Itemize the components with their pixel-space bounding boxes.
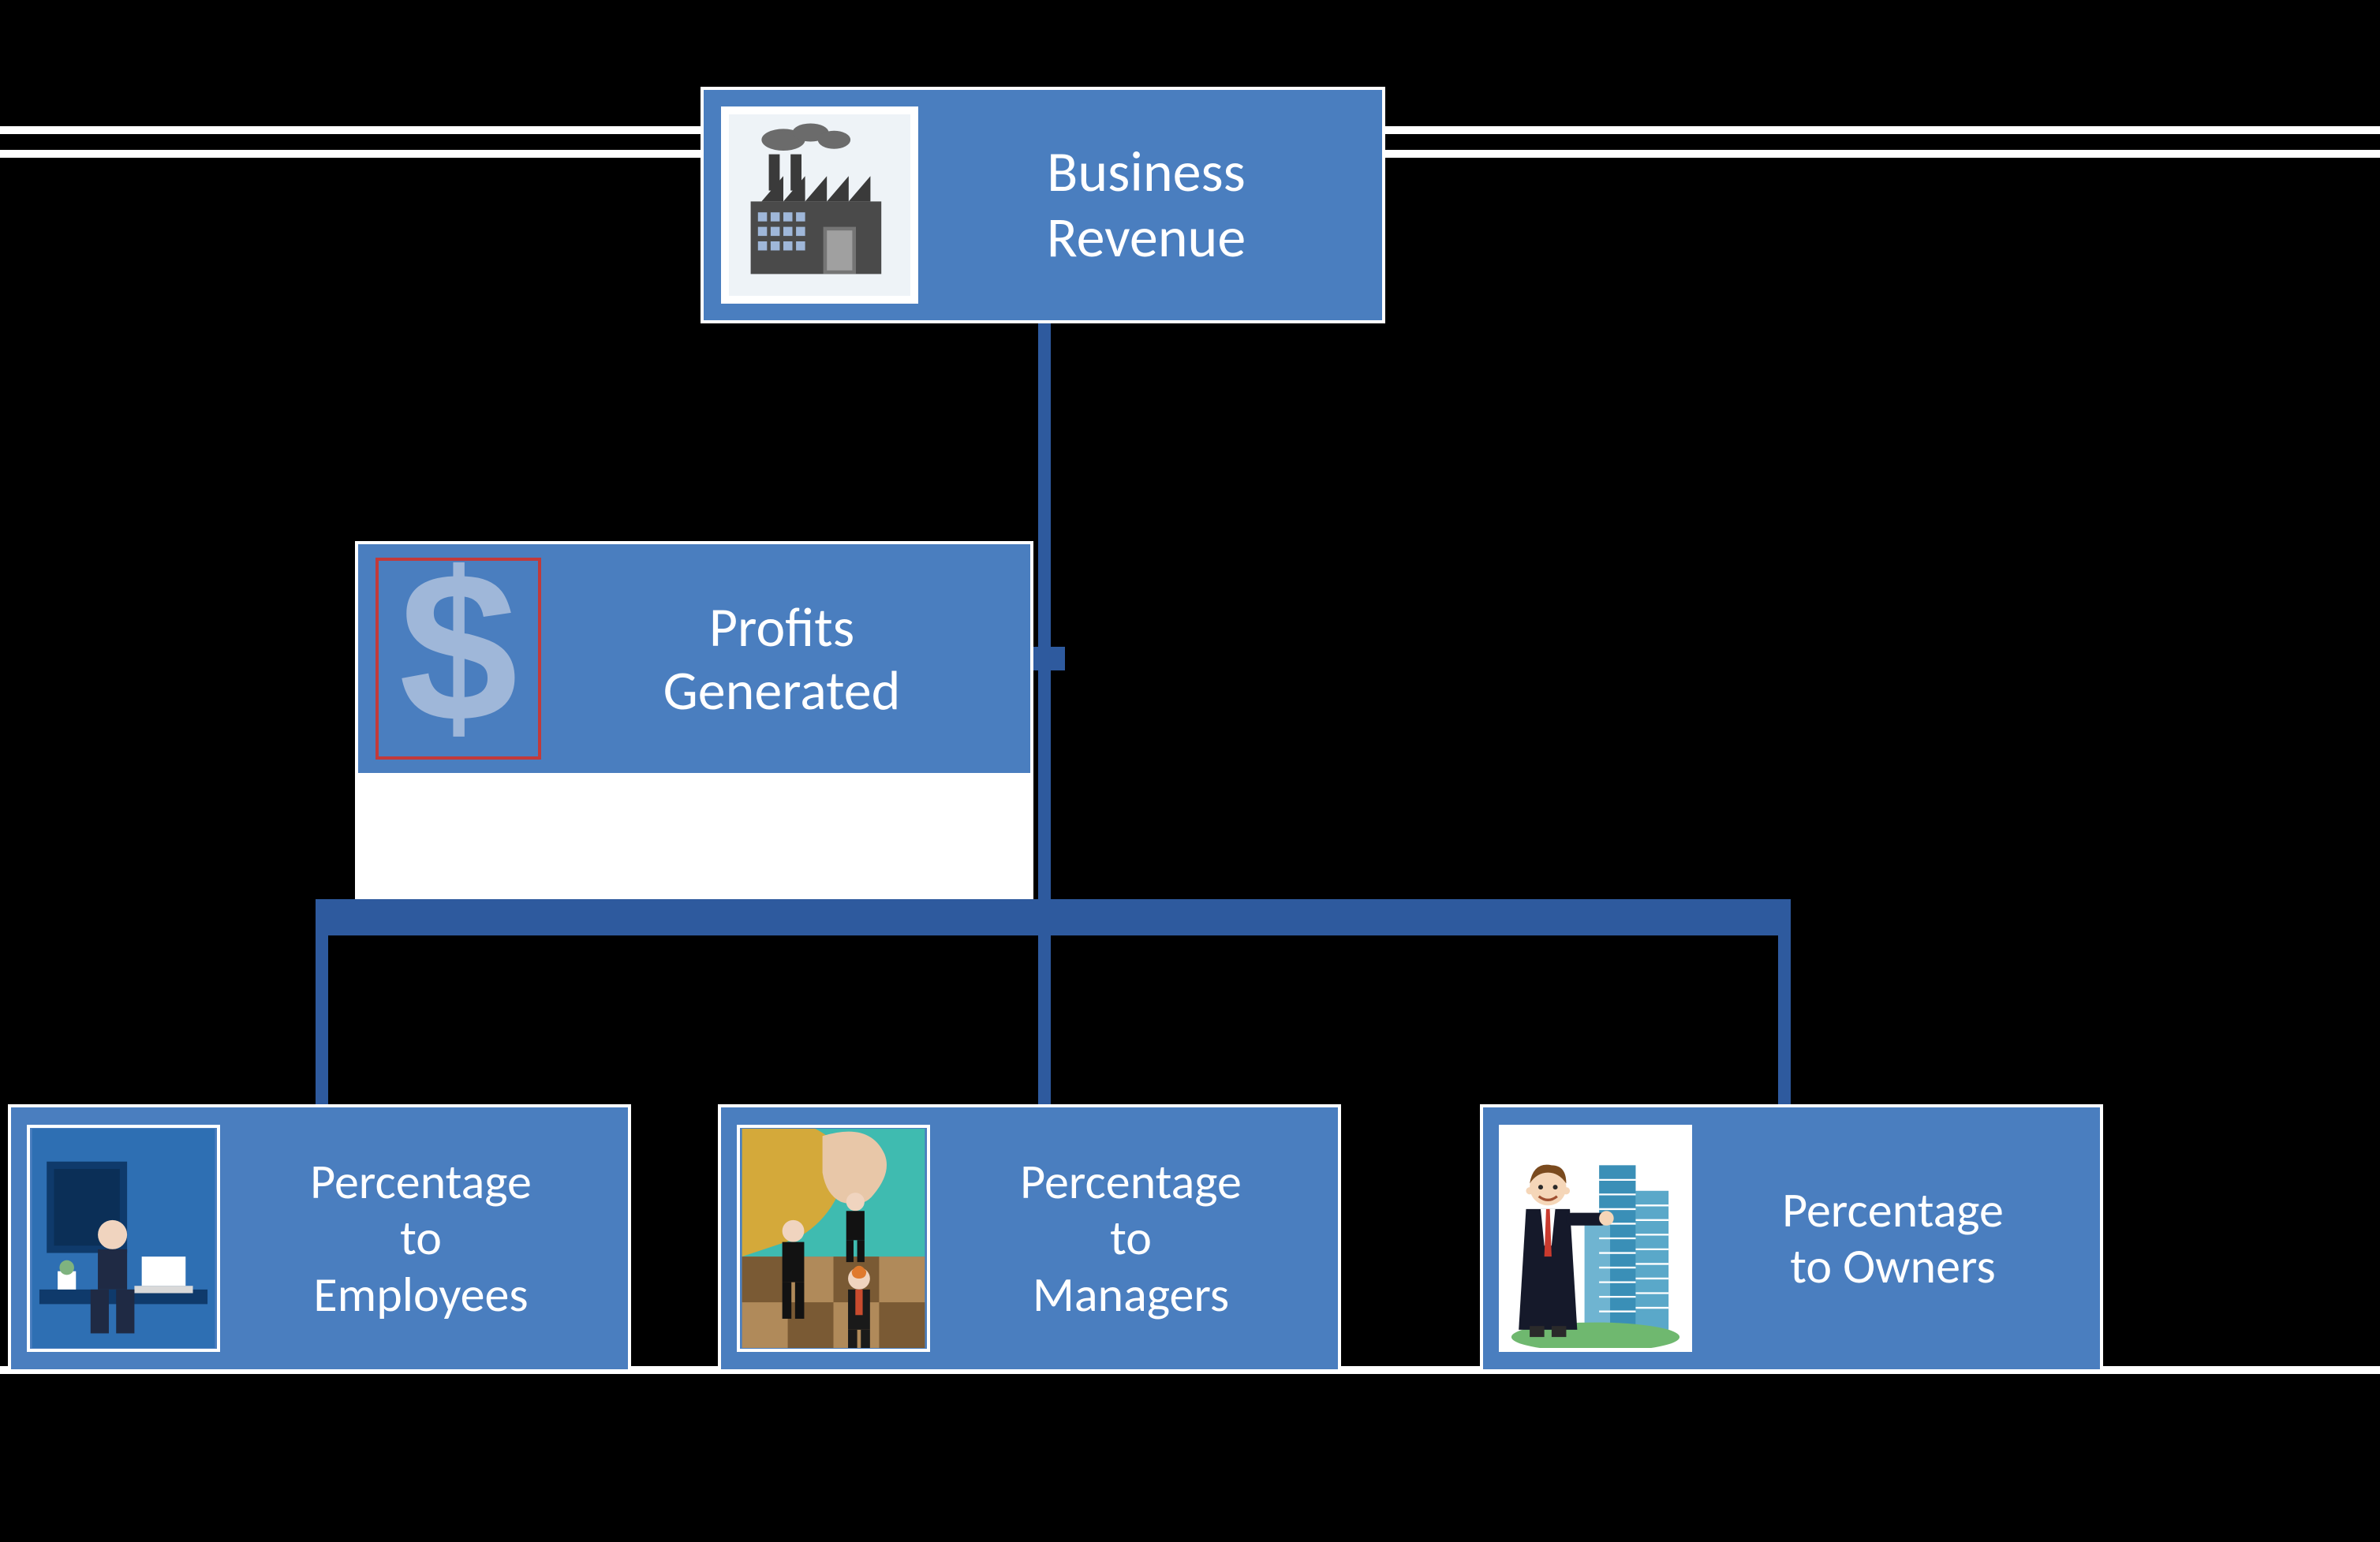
connector-drop-owners — [1778, 935, 1791, 1104]
node-percentage-owners-label: Percentage to Owners — [1692, 1182, 2094, 1295]
node-percentage-managers: Percentage to Managers — [718, 1104, 1341, 1372]
connector-drop-employees — [316, 935, 328, 1104]
node-profits-generated: $ Profits Generated — [355, 541, 1033, 776]
node-percentage-managers-label: Percentage to Managers — [930, 1154, 1332, 1323]
node-percentage-owners: Percentage to Owners — [1480, 1104, 2103, 1372]
owner-icon — [1499, 1125, 1692, 1352]
node-percentage-employees: Percentage to Employees — [8, 1104, 631, 1372]
node-percentage-employees-label: Percentage to Employees — [220, 1154, 622, 1323]
svg-text:$: $ — [399, 562, 518, 756]
connector-root-trunk — [1038, 323, 1051, 541]
connector-profits-link — [1033, 647, 1065, 670]
dollar-icon: $ — [375, 558, 541, 760]
node-profits-generated-label: Profits Generated — [541, 596, 1022, 722]
employee-icon — [27, 1125, 220, 1352]
connector-drop-managers — [1038, 935, 1051, 1104]
connector-trunk — [1038, 541, 1051, 899]
node-business-revenue: Business Revenue — [701, 87, 1385, 323]
node-business-revenue-label: Business Revenue — [918, 140, 1374, 271]
profits-underbar — [355, 776, 1033, 899]
factory-icon — [721, 106, 918, 304]
manager-icon — [737, 1125, 930, 1352]
connector-hbar — [316, 899, 1791, 935]
